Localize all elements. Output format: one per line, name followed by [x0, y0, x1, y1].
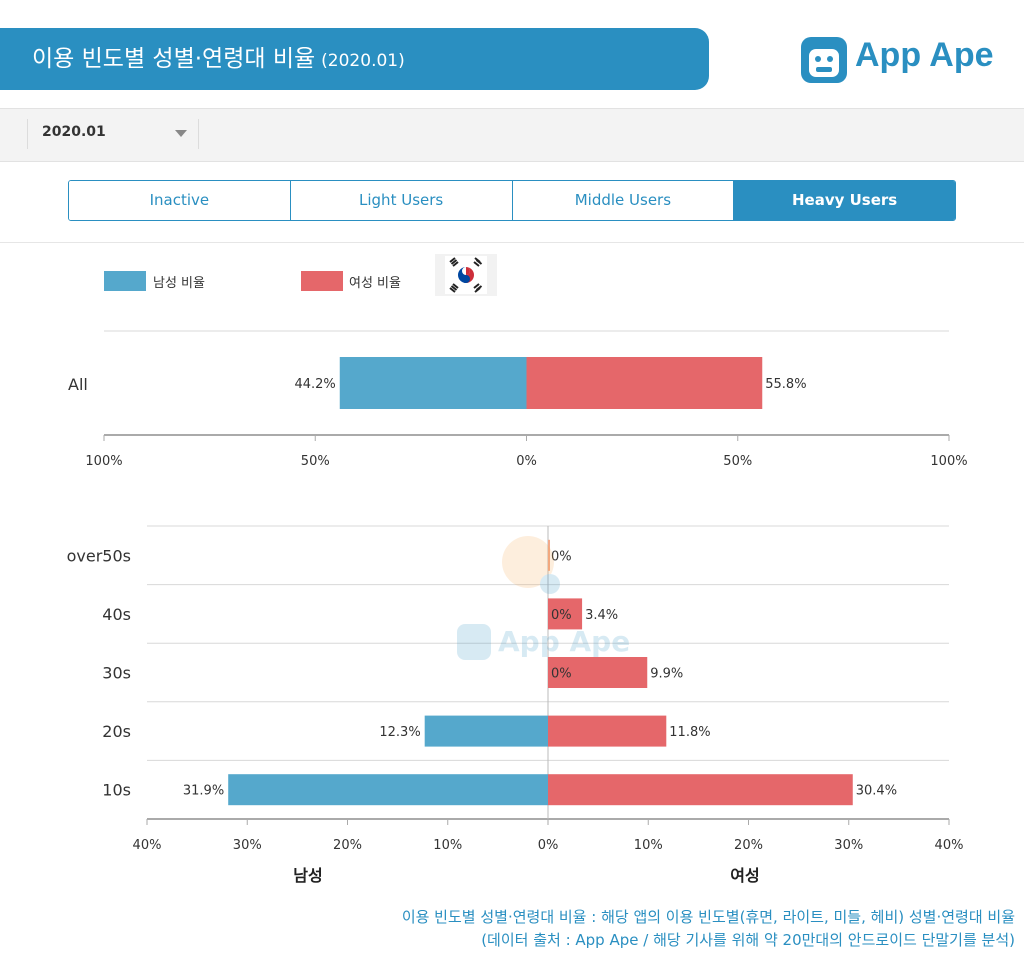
legend-label-male: 남성 비율 — [153, 276, 205, 291]
chart1-tick-label: 100% — [930, 454, 967, 469]
chart2-bar-male — [228, 774, 548, 806]
title-bar: 이용 빈도별 성별·연령대 비율 (2020.01) — [0, 28, 709, 90]
chart2-tick-label: 20% — [734, 838, 763, 853]
section-divider — [0, 242, 1024, 243]
chart1-tick-label: 100% — [85, 454, 122, 469]
chart2-label-male: 0% — [551, 667, 572, 682]
tab-light-users[interactable]: Light Users — [290, 181, 513, 220]
chart2-bar-female — [548, 715, 667, 747]
south-korea-flag-icon — [435, 254, 497, 296]
page-title: 이용 빈도별 성별·연령대 비율 (2020.01) — [32, 28, 405, 90]
chart1-label-male: 44.2% — [294, 377, 335, 392]
chart1-bar-female — [526, 357, 763, 409]
chart2-category-label: 30s — [102, 664, 131, 683]
chart2-xlabel-female: 여성 — [730, 866, 759, 885]
chart2-label-female: 30.4% — [856, 784, 897, 799]
chart2-category-label: 40s — [102, 605, 131, 624]
legend-swatch-male — [104, 271, 146, 291]
chart2-tick-label: 0% — [538, 838, 559, 853]
chart1-label-female: 55.8% — [765, 377, 806, 392]
chart2-xlabel-male: 남성 — [293, 866, 322, 885]
chart1-bar-male — [339, 357, 527, 409]
app-ape-logo-text: App Ape — [855, 36, 994, 74]
chart2-label-female: 9.9% — [650, 667, 683, 682]
chart2-bar-male — [424, 715, 548, 747]
chart2-tick-label: 30% — [834, 838, 863, 853]
chart2-tick-label: 20% — [333, 838, 362, 853]
charts-canvas: All 44.2% 55.8% 100% 50% 0% 50% 100% over50s 0%… — [67, 330, 968, 885]
legend-label-female: 여성 비율 — [349, 276, 401, 291]
chart2-label-female: 0% — [551, 549, 572, 564]
chart2-label-male: 12.3% — [379, 725, 420, 740]
chart2-tick-label: 40% — [133, 838, 162, 853]
chart2-bar-female — [548, 539, 550, 571]
tab-heavy-users[interactable]: Heavy Users — [734, 181, 955, 220]
chart2-bar-female — [548, 657, 648, 688]
chart2-label-female: 11.8% — [669, 725, 710, 740]
legend-swatch-female — [301, 271, 343, 291]
chart2-bar-female — [548, 598, 583, 630]
footnote-line-1: 이용 빈도별 성별·연령대 비율 : 해당 앱의 이용 빈도별(휴면, 라이트,… — [401, 908, 1015, 926]
app-ape-logo-icon — [801, 37, 847, 83]
footnote: 이용 빈도별 성별·연령대 비율 : 해당 앱의 이용 빈도별(휴면, 라이트,… — [402, 906, 1015, 952]
watermark-ape-icon — [457, 624, 491, 660]
chart2-category-label: 10s — [102, 781, 131, 800]
app-ape-watermark: App Ape — [457, 536, 630, 660]
chart1-category-all: All — [68, 375, 88, 394]
chart2-tick-label: 40% — [935, 838, 964, 853]
footnote-line-2: (데이터 출처 : App Ape / 해당 기사를 위해 약 20만대의 안드… — [481, 931, 1015, 949]
chart1-tick-label: 50% — [723, 454, 752, 469]
chart2-category-label: over50s — [67, 546, 131, 565]
chart2-tick-label: 10% — [634, 838, 663, 853]
chart2-label-male: 0% — [551, 608, 572, 623]
chart1-tick-label: 50% — [301, 454, 330, 469]
chart2-tick-label: 10% — [433, 838, 462, 853]
chart2-tick-label: 30% — [233, 838, 262, 853]
filter-bar: 2020.01 — [0, 108, 1024, 162]
chart1-tick-label: 0% — [516, 454, 537, 469]
chevron-down-icon — [175, 130, 187, 137]
tab-middle-users[interactable]: Middle Users — [512, 181, 735, 220]
tab-inactive[interactable]: Inactive — [69, 181, 291, 220]
watermark-circle — [502, 536, 554, 588]
chart2-bar-female — [548, 774, 853, 806]
user-segment-tabs: Inactive Light Users Middle Users Heavy … — [68, 180, 956, 221]
date-select[interactable]: 2020.01 — [27, 119, 199, 149]
date-select-value: 2020.01 — [42, 124, 106, 140]
chart2-label-male: 31.9% — [183, 784, 224, 799]
watermark-dot — [540, 574, 560, 594]
chart2-category-label: 20s — [102, 722, 131, 741]
page-title-date: (2020.01) — [321, 51, 405, 71]
chart2-label-female: 3.4% — [585, 608, 618, 623]
watermark-text: App Ape — [498, 625, 630, 658]
page-title-text: 이용 빈도별 성별·연령대 비율 — [32, 46, 316, 72]
